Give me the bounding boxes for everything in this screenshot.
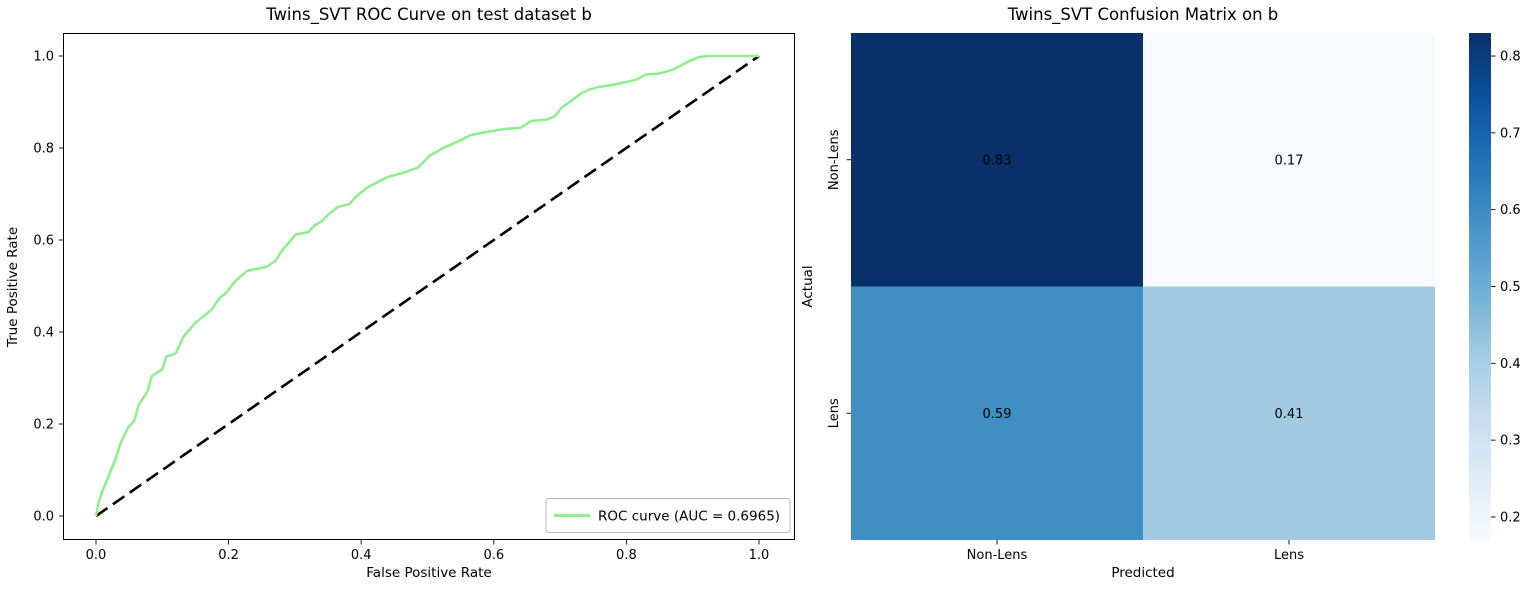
roc-y-tick-label: 0.0 <box>33 510 54 525</box>
roc-x-tick-label: 0.4 <box>351 548 372 563</box>
cm-cell-value: 0.59 <box>983 407 1012 422</box>
cm-title: Twins_SVT Confusion Matrix on b <box>1007 5 1279 25</box>
colorbar-tick-label: 0.2 <box>1500 510 1521 525</box>
roc-x-tick-label: 0.2 <box>218 548 239 563</box>
roc-curve-line <box>94 54 759 517</box>
roc-plot-area: 0.0 0.2 0.4 0.6 0.8 1.0 0.0 0.2 0.4 0.6 0.8 1.0 <box>33 33 795 563</box>
roc-x-tick-label: 1.0 <box>749 548 770 563</box>
cm-cell <box>851 33 1143 287</box>
roc-axes-frame <box>63 33 795 540</box>
colorbar-tick-label: 0.6 <box>1500 203 1521 218</box>
cm-x-tick-label: Non-Lens <box>967 548 1028 563</box>
colorbar-tick-label: 0.8 <box>1500 50 1521 65</box>
colorbar-tick-label: 0.7 <box>1500 126 1521 141</box>
cm-x-tick-label: Lens <box>1274 548 1304 563</box>
cm-y-tick-label: Non-Lens <box>827 129 842 190</box>
roc-title: Twins_SVT ROC Curve on test dataset b <box>265 5 592 25</box>
colorbar-tick-label: 0.4 <box>1500 357 1521 372</box>
colorbar-tick-label: 0.5 <box>1500 280 1521 295</box>
roc-y-tick-label: 0.8 <box>33 142 54 157</box>
cm-xlabel: Predicted <box>1111 565 1174 581</box>
cm-cell <box>851 286 1143 540</box>
colorbar-tick-label: 0.3 <box>1500 434 1521 449</box>
roc-x-tick-label: 0.8 <box>616 548 637 563</box>
cm-cell-value: 0.17 <box>1275 153 1304 168</box>
roc-xlabel: False Positive Rate <box>366 565 491 581</box>
roc-x-tick-label: 0.0 <box>86 548 107 563</box>
roc-y-tick-label: 0.6 <box>33 234 54 249</box>
cm-cell-value: 0.41 <box>1275 407 1304 422</box>
cm-cell <box>1143 33 1435 287</box>
legend-box <box>545 498 791 533</box>
legend-label: ROC curve (AUC = 0.6965) <box>598 509 780 525</box>
roc-chart: Twins_SVT ROC Curve on test dataset b Fa… <box>5 5 795 581</box>
cm-cell <box>1143 286 1435 540</box>
cm-ylabel: Actual <box>800 265 816 307</box>
colorbar <box>1469 33 1491 540</box>
roc-legend: ROC curve (AUC = 0.6965) <box>545 498 791 533</box>
cm-cell-value: 0.83 <box>983 153 1012 168</box>
cm-plot-area: 0.83 0.17 0.59 0.41 Non-Lens Lens Non-Lens Lens… <box>827 33 1521 563</box>
roc-y-tick-label: 0.4 <box>33 326 54 341</box>
roc-x-tick-label: 0.6 <box>483 548 504 563</box>
roc-y-tick-label: 0.2 <box>33 418 54 433</box>
roc-ylabel: True Positive Rate <box>5 227 21 348</box>
cm-y-tick-label: Lens <box>827 398 842 428</box>
roc-y-tick-label: 1.0 <box>33 50 54 65</box>
confusion-matrix-chart: Twins_SVT Confusion Matrix on b Predicte… <box>800 5 1521 581</box>
chance-diagonal-line <box>95 54 760 518</box>
